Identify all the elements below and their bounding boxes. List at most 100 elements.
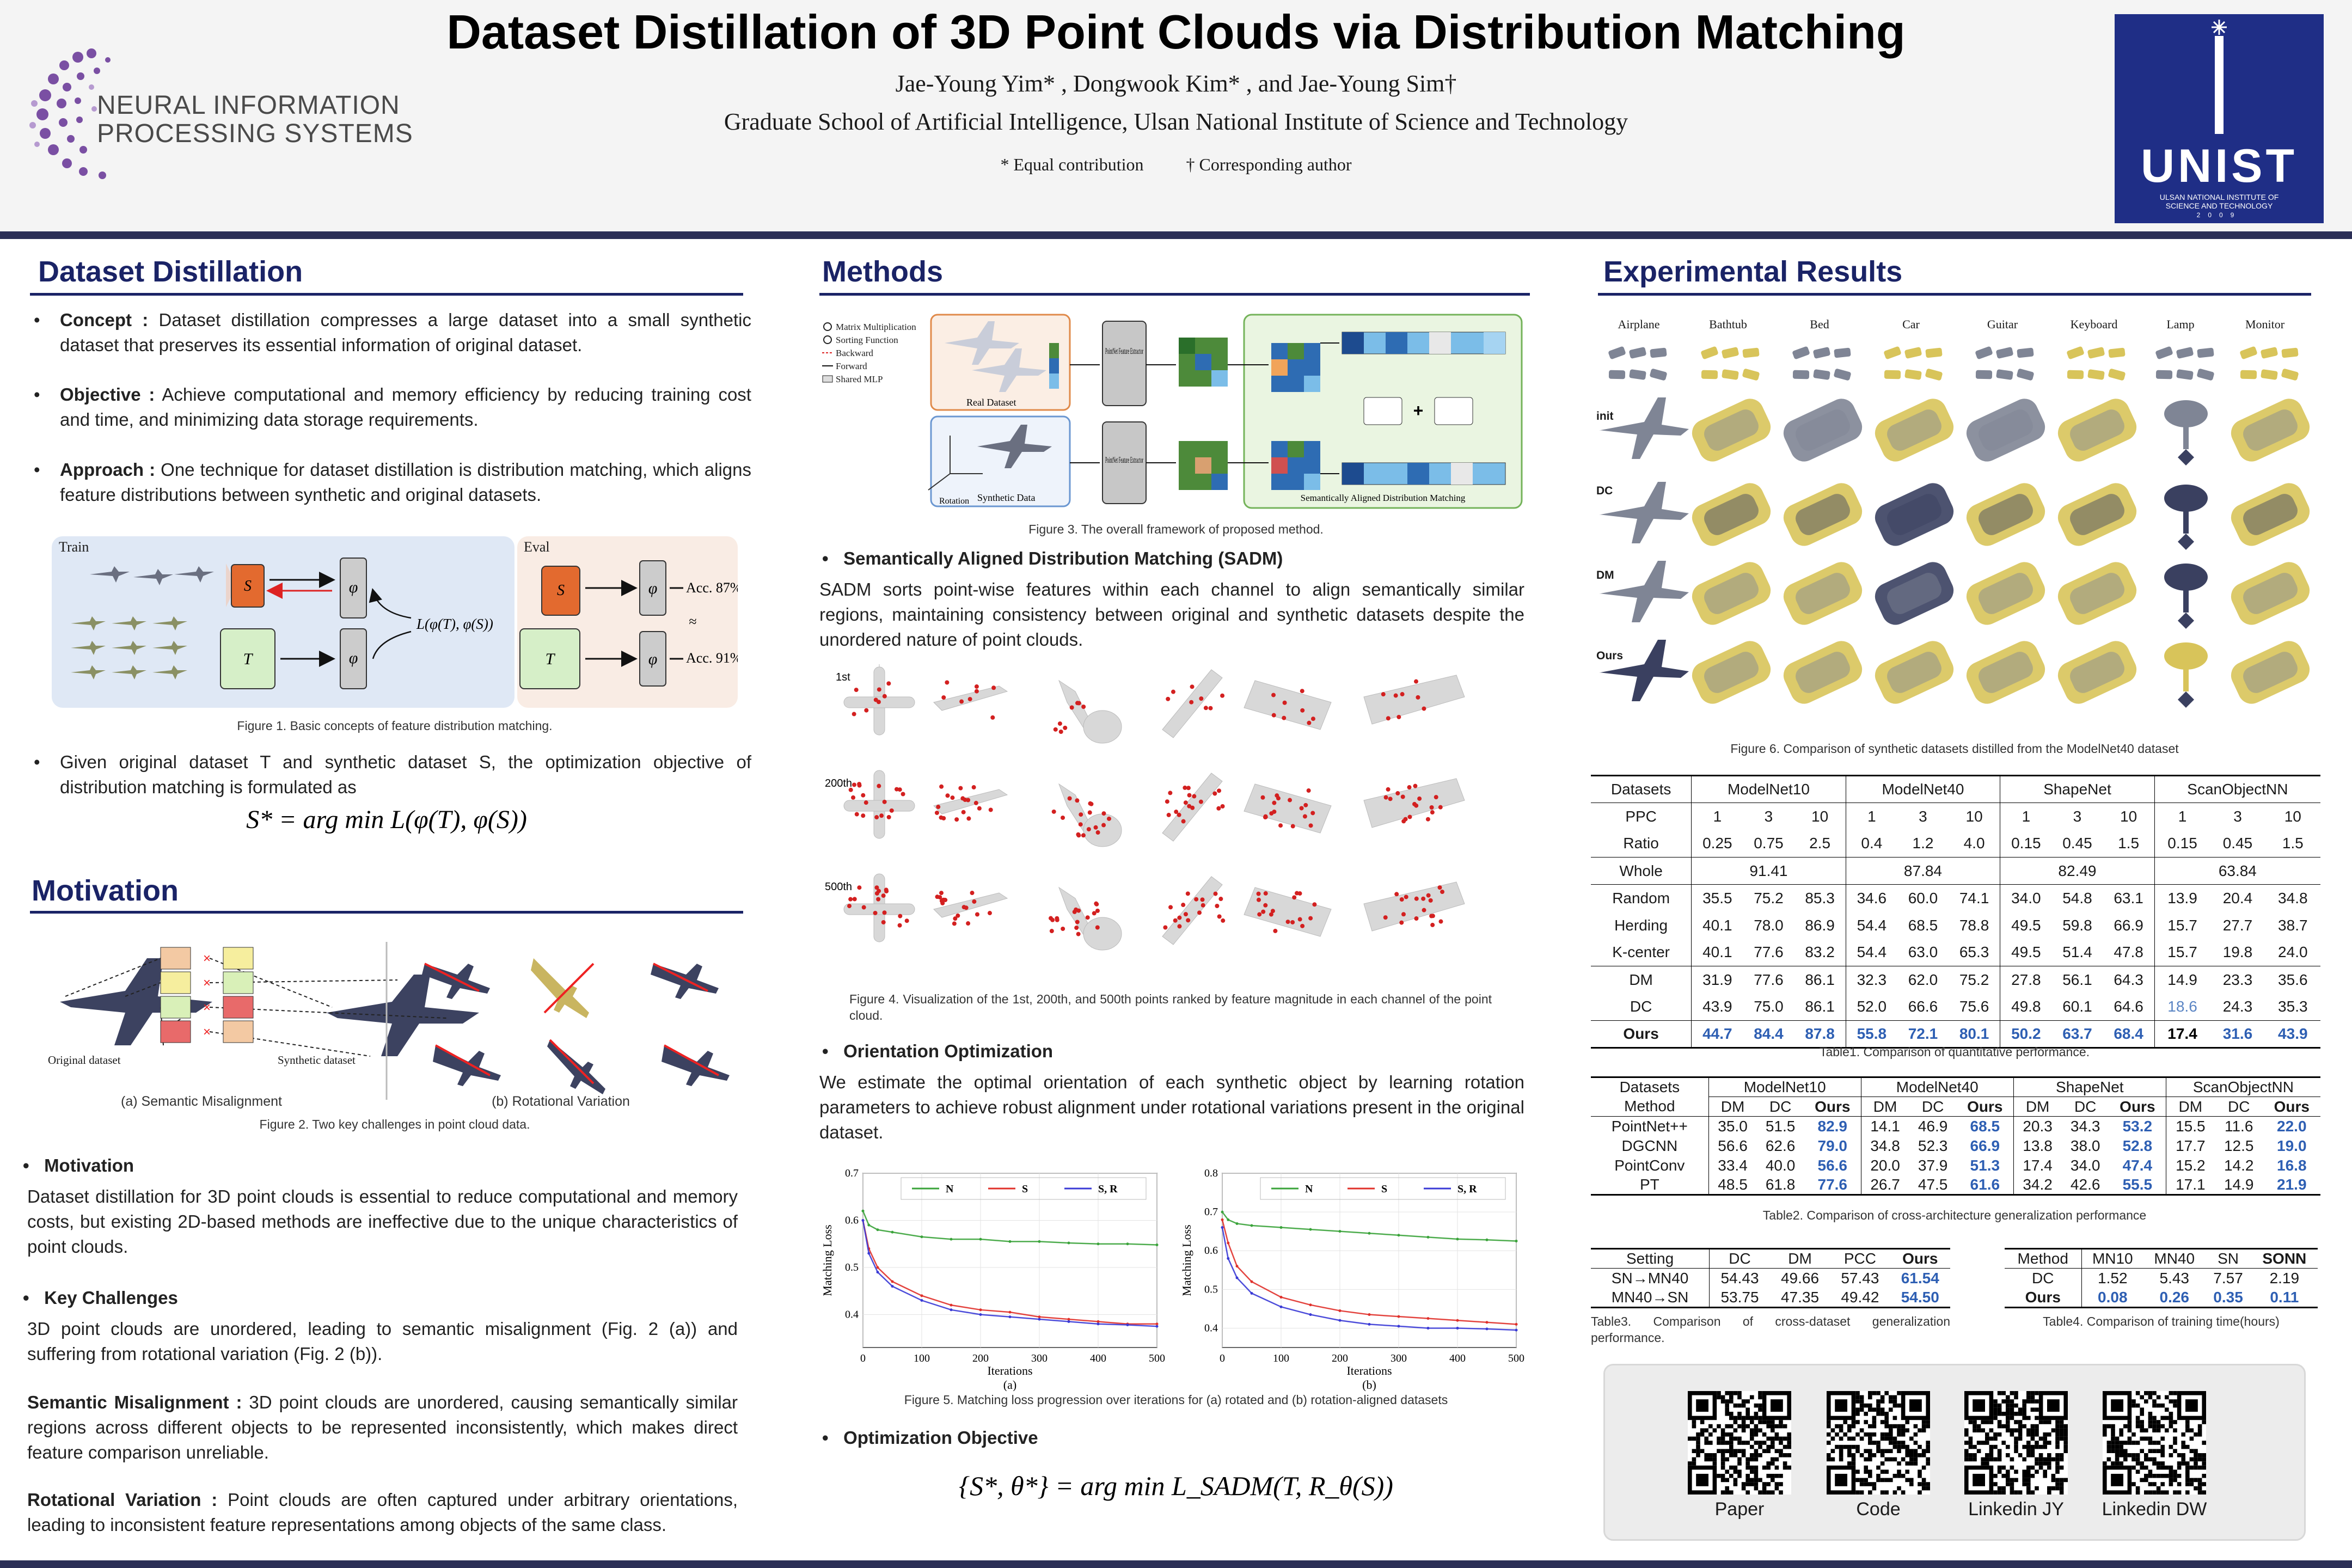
bullet-given: • Given original dataset T and synthetic… (34, 750, 751, 800)
table-cell: 42.6 (2070, 1175, 2100, 1193)
point-cloud-shape (1875, 483, 1954, 546)
table-cell: 60.0 (1908, 889, 1938, 906)
feature-point (1256, 897, 1261, 902)
feature-point (958, 786, 963, 791)
sadm-text: SADM sorts point-wise features within ea… (819, 579, 1524, 650)
feature-point (1428, 898, 1433, 903)
authors: Jae-Young Yim* , Dongwook Kim* , and Jae… (895, 70, 1457, 97)
unist-fullname: ULSAN NATIONAL INSTITUTE OF SCIENCE AND … (2115, 193, 2324, 210)
data-point (1250, 1280, 1253, 1283)
qr-label: Code (1856, 1499, 1901, 1520)
table-cell: 34.2 (2023, 1175, 2053, 1193)
init-thumbnail (1925, 347, 1943, 358)
fig2a-label: (a) Semantic Misalignment (121, 1094, 282, 1109)
feature-point (1306, 788, 1311, 793)
feature-point (1297, 891, 1302, 896)
init-thumbnail (2176, 347, 2194, 359)
feature-point (1187, 804, 1192, 808)
feature-point (1438, 805, 1443, 810)
feature-point (975, 912, 979, 917)
qr-code-icon[interactable] (1827, 1391, 1930, 1494)
table-cell: 47.5 (1918, 1175, 1948, 1193)
bullet-dot: • (34, 460, 40, 480)
feature-point (901, 792, 905, 797)
fig4-row-1st: 1st (836, 671, 850, 683)
feature-point (1290, 920, 1295, 924)
feature-point (1271, 713, 1276, 718)
fig3-sadm-label: Semantically Aligned Distribution Matchi… (1301, 493, 1466, 503)
table-cell: 60.1 (2062, 998, 2092, 1015)
data-point (1067, 1318, 1070, 1321)
feature-point (1095, 908, 1100, 913)
table-header-cell: ShapeNet (2000, 775, 2155, 803)
table-cell: 46.9 (1918, 1117, 1948, 1135)
feature-point (991, 685, 996, 690)
table-cell: 0.45 (2222, 835, 2253, 852)
feature-point (897, 923, 902, 928)
qr-code-icon[interactable] (1688, 1391, 1791, 1494)
objective-subhead-text: Optimization Objective (843, 1428, 1038, 1448)
feature-point (1285, 920, 1290, 924)
point-cloud-shade (1704, 652, 1759, 693)
feature-point (1212, 791, 1217, 796)
feature-point (1310, 811, 1315, 816)
fig5-caption: Figure 5. Matching loss progression over… (904, 1393, 1448, 1407)
feature-point (877, 783, 881, 788)
feature-point (1307, 720, 1312, 725)
table-cell: 3 (2233, 807, 2242, 825)
data-point (1155, 1322, 1159, 1326)
data-point (979, 1238, 982, 1241)
point-cloud-shape (2231, 483, 2310, 546)
data-point (1126, 1323, 1129, 1326)
init-thumbnail (2197, 347, 2214, 358)
qr-label: Paper (1714, 1499, 1765, 1520)
data-point (1279, 1296, 1283, 1299)
feature-point (988, 807, 993, 812)
table-cell: 7.57 (2213, 1269, 2243, 1287)
point-cloud-shade (1887, 409, 1941, 451)
feature-point (955, 913, 960, 918)
table-cell: 38.7 (2278, 916, 2308, 934)
table-cell: 51.5 (1765, 1117, 1796, 1135)
panel-label: (a) (1003, 1378, 1016, 1391)
svg-text:φ: φ (648, 650, 658, 668)
feature-point (886, 681, 891, 686)
feature-point (1173, 918, 1178, 923)
qr-code-icon[interactable] (2103, 1391, 2206, 1494)
point-cloud-shade (1704, 409, 1759, 451)
table-cell: 66.6 (1908, 998, 1938, 1015)
feature-point (939, 784, 944, 789)
table-row: PT 48.5 61.8 77.6 26.7 47.5 61.6 34.2 42.6 55.5 17… (1591, 1175, 2320, 1195)
table-cell: 54.4 (1857, 916, 1887, 934)
svg-text:≈: ≈ (689, 614, 696, 629)
table-cell: DM (2178, 1098, 2203, 1115)
feature-point (966, 798, 971, 803)
unist-sub1: ULSAN NATIONAL INSTITUTE OF (2159, 193, 2279, 201)
table-cell: 21.9 (2277, 1175, 2307, 1193)
orientation-subhead: • Orientation Optimization (822, 1041, 1054, 1061)
feature-point (857, 782, 862, 787)
header-bar (0, 231, 2352, 239)
concept-label: Concept : (60, 310, 149, 330)
feature-point (1270, 909, 1275, 914)
y-tick-label: 0.5 (845, 1261, 859, 1273)
note-corresponding: † Corresponding author (1186, 155, 1352, 174)
table-cell: 54.43 (1720, 1269, 1759, 1287)
feature-point (873, 697, 878, 702)
table-cell: 56.6 (1718, 1137, 1748, 1154)
objective-label: Objective : (60, 384, 155, 405)
data-point (1515, 1239, 1518, 1242)
fig4-row-500th: 500th (825, 881, 852, 893)
feature-point (1072, 909, 1077, 914)
init-thumbnail (2087, 347, 2105, 359)
table-row: Ours 0.08 0.26 0.35 0.11 (2005, 1288, 2318, 1308)
feature-point (863, 800, 868, 805)
feature-point (1399, 897, 1404, 902)
qr-code-icon[interactable] (1964, 1391, 2068, 1494)
feature-point (889, 808, 894, 813)
init-thumbnail (1701, 370, 1718, 379)
fig1-diagram: S φ T φ L(φ(T), φ(S)) S φ Acc. 87% ≈ T φ… (71, 558, 738, 689)
fig5b-loss-chart: 0 100 200 300 400 500 0.4 0.5 0.6 0.7 0.8 Iteration… (1180, 1167, 1524, 1391)
feature-point (1404, 895, 1408, 899)
given-text: Given original dataset T and synthetic d… (60, 752, 751, 797)
